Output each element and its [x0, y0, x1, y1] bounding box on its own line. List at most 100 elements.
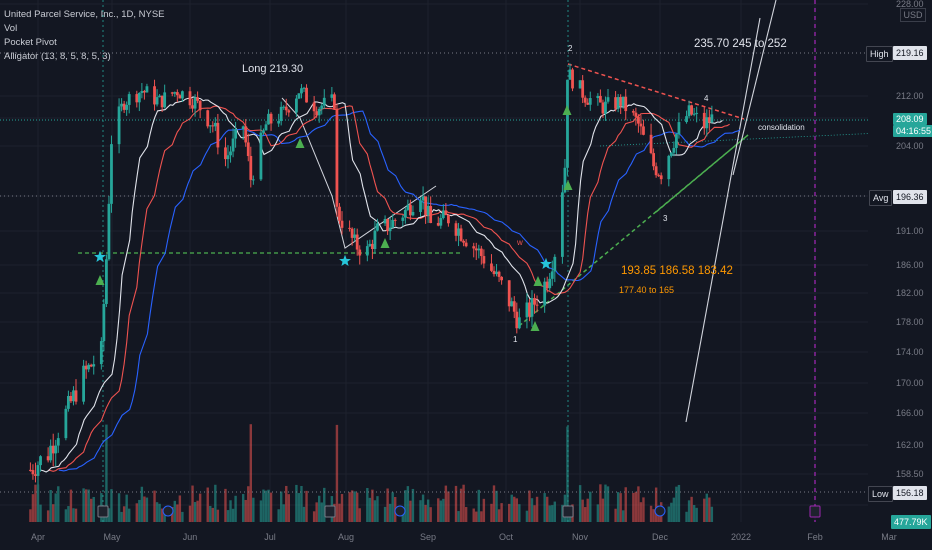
volume-bar [518, 504, 521, 522]
volume-bar [224, 488, 227, 522]
volume-bar [52, 504, 55, 522]
chart-legend: United Parcel Service, Inc., 1D, NYSE Vo… [4, 8, 165, 64]
volume-bar [31, 494, 35, 522]
volume-bar [196, 500, 199, 522]
candle-body [477, 248, 481, 251]
pivot-star-marker [540, 257, 552, 269]
candle-body [355, 234, 359, 250]
currency-label[interactable]: USD [900, 8, 926, 22]
volume-bar [464, 507, 468, 522]
volume-bar [515, 498, 518, 522]
pocket-pivot-indicator-label[interactable]: Pocket Pivot [4, 37, 57, 48]
candle-body [690, 105, 693, 115]
volume-bar [188, 505, 192, 522]
volume-bar [69, 489, 73, 522]
candle-body [335, 108, 339, 207]
volume-bar [29, 509, 32, 522]
candle-body [454, 223, 458, 236]
volume-bar [535, 496, 539, 522]
volume-bar [490, 503, 493, 522]
wave-label-4: 4 [704, 94, 709, 103]
volume-bar [480, 511, 483, 522]
candle-body [533, 298, 536, 305]
volume-bar [262, 489, 265, 522]
volume-bar [335, 424, 339, 522]
candle-body [39, 456, 42, 466]
candle-body [604, 101, 607, 114]
candle-body [583, 97, 587, 103]
projection-line-1 [685, 17, 761, 423]
candle-body [515, 311, 519, 329]
candle-body [383, 218, 387, 224]
volume-bar [229, 500, 232, 522]
volume-bar [295, 484, 298, 522]
volume-bar [619, 493, 622, 522]
volume-bar [553, 501, 556, 522]
candle-body [447, 215, 450, 224]
volume-bar [231, 508, 235, 522]
candle-body [365, 246, 369, 256]
candle-body [652, 153, 655, 167]
volume-bar [125, 494, 128, 522]
price-axis[interactable]: 228.00212.00208.00204.00196.36191.00186.… [868, 0, 932, 550]
candle-body [244, 126, 248, 143]
candle-body [29, 469, 32, 471]
volume-bar [444, 485, 448, 522]
candle-body [642, 126, 645, 135]
candle-body [507, 280, 511, 307]
vol-indicator-label[interactable]: Vol [4, 23, 18, 34]
volume-bar [601, 498, 605, 522]
candle-body [495, 271, 498, 275]
pocket-pivot-marker [530, 321, 540, 331]
candle-body [500, 276, 503, 281]
volume-bar [561, 504, 564, 522]
low-badge-value: 156.18 [893, 486, 927, 500]
candle-body [74, 390, 78, 402]
volume-bar [49, 489, 52, 522]
pocket-pivot-marker [533, 276, 543, 286]
volume-bar [692, 505, 696, 522]
volume-bar [472, 508, 475, 522]
alligator-indicator-label[interactable]: Alligator (13, 8, 5, 8, 5, 3) [4, 51, 111, 62]
volume-bar [198, 493, 202, 522]
wave-label-2: 2 [568, 44, 573, 53]
target-down-label: 193.85 186.58 183.42 [621, 265, 733, 277]
candle-body [543, 281, 547, 306]
volume-bar [64, 509, 68, 522]
candle-body [672, 147, 676, 153]
volume-bar [39, 504, 42, 522]
volume-bar [318, 495, 321, 522]
candle-body [350, 228, 354, 238]
candle-body [31, 470, 35, 475]
candle-body [208, 125, 212, 127]
dividend-icon [654, 505, 666, 517]
consolidation-label: consolidation [758, 123, 805, 132]
y-tick-label: 162.00 [896, 440, 924, 450]
volume-bar [687, 500, 691, 522]
candle-body [616, 97, 620, 109]
candle-body [388, 227, 392, 232]
volume-bar [110, 489, 113, 522]
candle-body [269, 113, 273, 124]
x-tick-label: Jun [183, 532, 198, 542]
volume-bar [285, 485, 288, 522]
volume-bar [614, 508, 617, 522]
y-tick-label: 191.00 [896, 226, 924, 236]
volume-bar [406, 486, 410, 522]
volume-bar [404, 490, 407, 522]
candle-body [198, 100, 202, 111]
candle-body [421, 196, 425, 201]
volume-bar [677, 484, 681, 522]
candle-body [224, 147, 227, 160]
x-tick-label: Sep [420, 532, 436, 542]
candle-body [545, 281, 549, 289]
volume-bar [637, 486, 640, 522]
volume-bar [57, 486, 60, 522]
volume-bar [84, 489, 88, 522]
volume-bar [72, 508, 75, 522]
volume-bar [500, 503, 503, 522]
candle-body [163, 92, 167, 108]
symbol-title[interactable]: United Parcel Service, Inc., 1D, NYSE [4, 9, 165, 20]
time-axis[interactable]: Apr May Jun Jul Aug Sep Oct Nov Dec 2022 Feb Mar [0, 526, 897, 550]
